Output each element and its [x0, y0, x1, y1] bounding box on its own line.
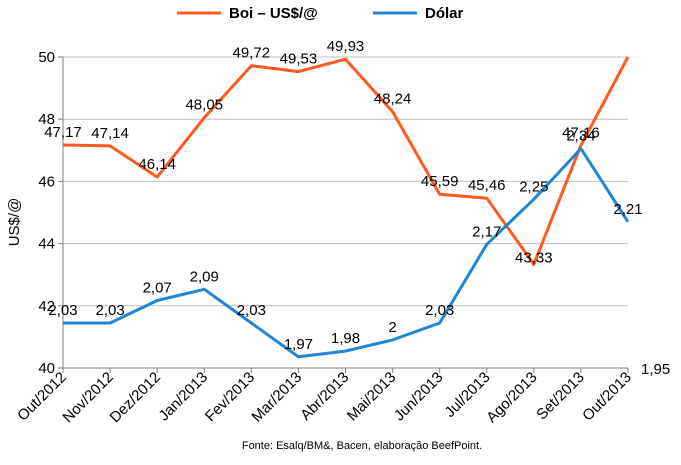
- data-label-boi: 43,33: [515, 249, 553, 266]
- data-label-boi: 48,05: [185, 97, 223, 114]
- data-label-boi: 49,72: [233, 45, 271, 62]
- y-tick-label: 50: [38, 49, 55, 66]
- data-label-boi: 45,46: [468, 177, 506, 194]
- data-label-boi: 47,17: [44, 124, 82, 141]
- data-label-dolar: 2,03: [425, 302, 454, 319]
- data-label-dolar: 1,98: [331, 330, 360, 347]
- data-label-boi: 46,14: [138, 156, 176, 173]
- data-label-dolar: 2,03: [95, 302, 124, 319]
- legend-label-boi: Boi – US$/@: [229, 5, 318, 22]
- data-label-boi: 47,16: [562, 124, 600, 141]
- data-label-boi: 49,93: [327, 38, 365, 55]
- data-label-dolar: 2: [388, 319, 396, 336]
- x-tick-label: Nov/2012: [59, 369, 116, 426]
- y-axis-ticks: 40 42 44 46 48 50: [38, 49, 55, 377]
- data-label-dolar: 1,97: [284, 336, 313, 353]
- data-label-dolar: 2,21: [613, 201, 642, 218]
- y-tick-label: 48: [38, 111, 55, 128]
- data-labels: 47,17 47,14 46,14 48,05 49,72 49,53 49,93 48,24…: [44, 38, 642, 353]
- data-label-dolar: 2,34: [566, 128, 595, 145]
- x-axis-ticks: Out/2012Nov/2012Dez/2012Jan/2013Fev/2013…: [14, 369, 635, 426]
- legend-label-dolar: Dólar: [425, 5, 464, 22]
- y-tick-label: 44: [38, 236, 55, 253]
- x-tick-label: Out/2013: [579, 369, 635, 425]
- x-tick-label: Fev/2013: [202, 369, 258, 425]
- data-label-boi: 45,59: [421, 173, 459, 190]
- y-axis-label: US$/@: [6, 198, 23, 247]
- source-note: Fonte: Esalq/BM&, Bacen, elaboração Beef…: [242, 440, 482, 452]
- data-label-dolar: 2,17: [472, 223, 501, 240]
- x-tick-label: Mai/2013: [344, 369, 400, 425]
- axes: [58, 56, 629, 373]
- x-tick-label: Dez/2012: [107, 369, 164, 426]
- legend: Boi – US$/@ Dólar: [177, 5, 464, 22]
- x-tick-label: Ago/2013: [483, 369, 540, 426]
- data-label-dolar: 2,09: [190, 268, 219, 285]
- y-tick-label: 46: [38, 173, 55, 190]
- data-label-dolar: 2,25: [519, 178, 548, 195]
- x-tick-label: Abr/2013: [297, 369, 352, 424]
- x-tick-label: Set/2013: [533, 369, 587, 423]
- x-tick-label: Jan/2013: [155, 369, 211, 425]
- y-tick-label: 40: [38, 360, 55, 377]
- data-label-dolar: 2,03: [237, 302, 266, 319]
- series-line-boi: [62, 56, 630, 266]
- secondary-axis-label: 1,95: [641, 361, 670, 378]
- data-label-boi: 47,14: [91, 125, 129, 142]
- data-label-boi: 48,24: [374, 91, 412, 108]
- x-tick-label: Mar/2013: [248, 369, 305, 426]
- data-label-dolar: 2,03: [48, 302, 77, 319]
- gridlines: [63, 56, 628, 369]
- series-lines: [62, 56, 630, 359]
- y-tick-label: 42: [38, 298, 55, 315]
- data-label-dolar: 2,07: [143, 280, 172, 297]
- series-line-dolar: [63, 147, 630, 359]
- data-label-boi: 49,53: [280, 51, 318, 68]
- x-tick-label: Jun/2013: [391, 369, 447, 425]
